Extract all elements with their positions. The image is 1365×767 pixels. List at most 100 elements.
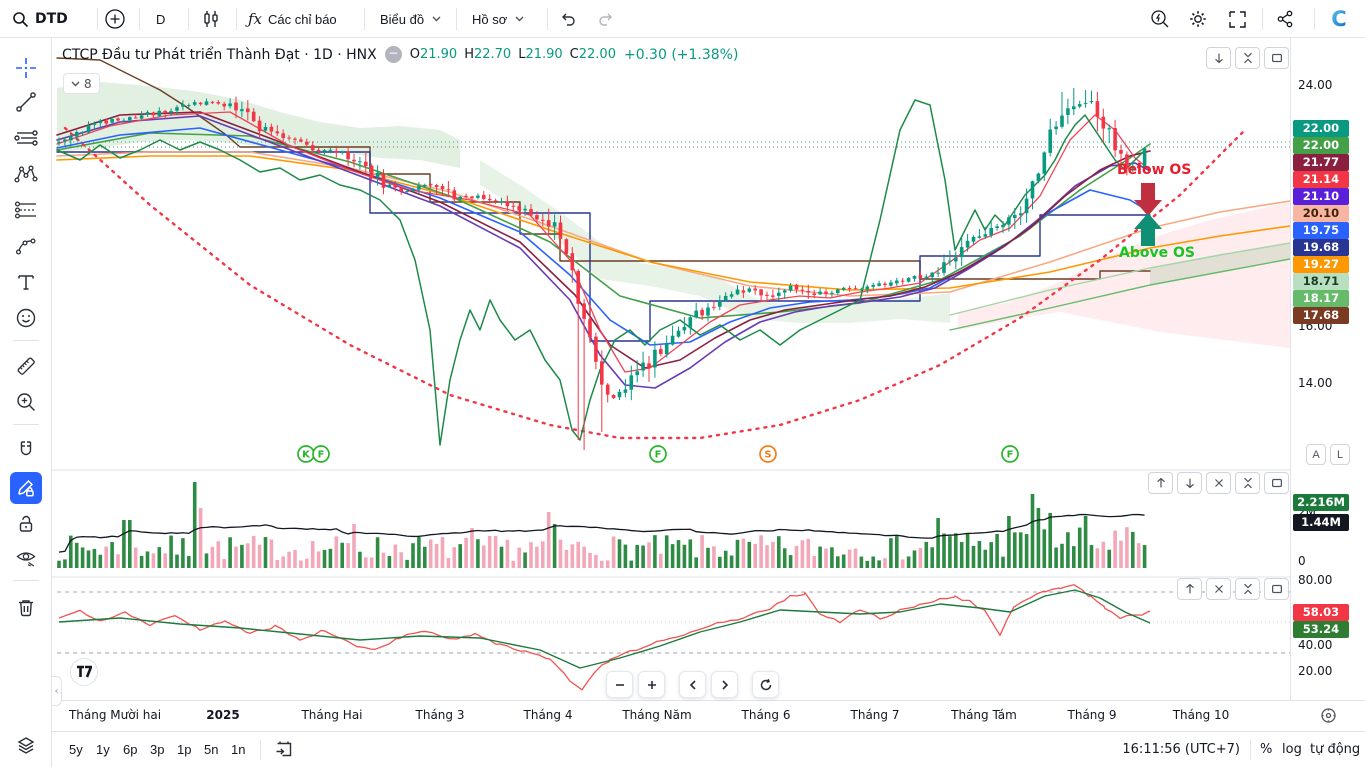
settings-button[interactable] (1187, 0, 1209, 38)
collapse-pane-button[interactable] (1235, 47, 1260, 69)
collapse-icon (1243, 583, 1252, 595)
symbol-title[interactable]: CTCP Đầu tư Phát triển Thành Đạt · 1D · … (62, 46, 377, 63)
change-value: +0.30 (+1.38%) (623, 46, 739, 63)
price-axis[interactable]: 24.00 16.00 14.00 2M 0 80.00 40.00 20.00 22.00 22… (1290, 38, 1365, 700)
measure-tool[interactable] (10, 350, 42, 382)
event-marker-S[interactable]: S (759, 445, 777, 463)
close-icon (1214, 479, 1223, 487)
maximize-pane-button[interactable] (1264, 472, 1289, 494)
indicators-button[interactable]: ƒx Các chỉ báo (248, 0, 337, 38)
collapse-pane-button[interactable] (1235, 472, 1260, 494)
interval-button[interactable]: D (156, 0, 165, 38)
timezone-settings-button[interactable] (1320, 707, 1337, 724)
time-axis-label: Tháng 7 (850, 708, 900, 722)
broker-logo[interactable]: C (1326, 0, 1352, 38)
chart-style-button[interactable] (200, 0, 222, 38)
move-pane-up-button[interactable] (1148, 472, 1173, 494)
zoom-in-button[interactable] (638, 671, 665, 698)
trend-line-tool[interactable] (10, 86, 42, 118)
collapse-pane-button[interactable] (1235, 578, 1260, 600)
range-button-1y[interactable]: 1y (91, 740, 115, 759)
close-pane-button[interactable] (1206, 472, 1231, 494)
event-marker-F[interactable]: F (1001, 445, 1019, 463)
move-pane-down-button[interactable] (1177, 472, 1202, 494)
move-pane-down-button[interactable] (1206, 47, 1231, 69)
reset-icon (760, 678, 771, 690)
drawing-mode-lock-button[interactable] (10, 472, 42, 504)
go-to-date-button[interactable] (274, 739, 294, 759)
event-marker-K[interactable]: K (297, 445, 315, 463)
tradingview-logo[interactable] (70, 658, 98, 686)
range-button-5n[interactable]: 5n (199, 740, 223, 759)
high-value: 22.70 (473, 47, 512, 62)
zoom-out-button[interactable] (606, 671, 633, 698)
panel-collapse-handle[interactable]: ‹ (52, 676, 62, 706)
object-tree-button[interactable] (10, 730, 42, 762)
scroll-left-button[interactable] (679, 671, 706, 698)
fullscreen-button[interactable] (1226, 0, 1248, 38)
price-label: 18.17 (1293, 289, 1349, 307)
price-label: 22.00 (1293, 119, 1349, 137)
curve-icon (15, 238, 36, 255)
auto-scale-button[interactable]: A (1306, 444, 1326, 465)
range-button-5y[interactable]: 5y (64, 740, 88, 759)
maximize-pane-button[interactable] (1264, 47, 1289, 69)
range-button-1p[interactable]: 1p (172, 740, 196, 759)
separator (547, 8, 548, 30)
interval-label: D (156, 11, 166, 27)
horizontal-lines-tool[interactable] (10, 122, 42, 154)
add-symbol-button[interactable] (104, 0, 126, 38)
redo-button[interactable] (596, 0, 616, 38)
chevron-down-icon (71, 81, 80, 86)
zoom-in-tool[interactable] (10, 386, 42, 418)
reset-chart-button[interactable] (752, 671, 779, 698)
arrow-down-icon (1214, 53, 1223, 64)
time-axis[interactable]: Tháng Mười hai 2025 Tháng Hai Tháng 3 Tháng … (52, 700, 1365, 731)
indicators-collapsed-button[interactable]: 8 (63, 73, 100, 94)
price-label: 58.03 (1293, 603, 1349, 621)
move-pane-up-button[interactable] (1177, 578, 1202, 600)
hide-indicator-button[interactable]: − (384, 46, 402, 63)
emoji-tool[interactable] (10, 302, 42, 334)
open-label: O (409, 47, 420, 62)
auto-scale-toggle[interactable]: tự động (1310, 742, 1361, 757)
hide-drawings-button[interactable] (10, 542, 42, 574)
log-scale-button[interactable]: L (1330, 444, 1350, 465)
close-pane-button[interactable] (1206, 578, 1231, 600)
annotation-below-os[interactable]: Below OS (1117, 162, 1192, 178)
time-axis-label: Tháng Mười hai (68, 708, 162, 722)
fx-icon: ƒx (248, 10, 263, 28)
indicators-count: 8 (84, 76, 92, 91)
xabcd-pattern-tool[interactable] (10, 158, 42, 190)
range-button-3p[interactable]: 3p (145, 740, 169, 759)
quick-search-button[interactable] (1149, 0, 1171, 38)
magnet-tool[interactable] (10, 434, 42, 466)
clock-display[interactable]: 16:11:56 (UTC+7) (1122, 742, 1240, 757)
remove-drawings-button[interactable] (10, 592, 42, 624)
minus-icon (615, 683, 624, 686)
range-button-6p[interactable]: 6p (118, 740, 142, 759)
log-scale-toggle[interactable]: log (1282, 742, 1302, 757)
percent-scale-toggle[interactable]: % (1260, 742, 1273, 757)
text-tool[interactable] (10, 266, 42, 298)
maximize-pane-button[interactable] (1264, 578, 1289, 600)
fib-retracement-tool[interactable] (10, 194, 42, 226)
symbol-search-button[interactable]: DTD (12, 0, 68, 38)
share-button[interactable] (1274, 0, 1296, 38)
price-label: 22.00 (1293, 136, 1349, 154)
range-button-1n[interactable]: 1n (226, 740, 250, 759)
undo-button[interactable] (558, 0, 578, 38)
lock-all-drawings-button[interactable] (10, 508, 42, 540)
chart-layout-menu[interactable]: Biểu đồ (380, 0, 441, 38)
event-marker-F[interactable]: F (649, 445, 667, 463)
curve-tool[interactable] (10, 230, 42, 262)
scroll-right-button[interactable] (711, 671, 738, 698)
annotation-above-os[interactable]: Above OS (1119, 245, 1195, 261)
axis-tick: 80.00 (1298, 573, 1333, 587)
close-icon (1214, 585, 1223, 593)
event-marker-F[interactable]: F (312, 445, 330, 463)
price-label: 2.216M (1293, 493, 1349, 511)
crosshair-tool[interactable] (10, 52, 42, 84)
profile-menu[interactable]: Hồ sơ (472, 0, 524, 38)
